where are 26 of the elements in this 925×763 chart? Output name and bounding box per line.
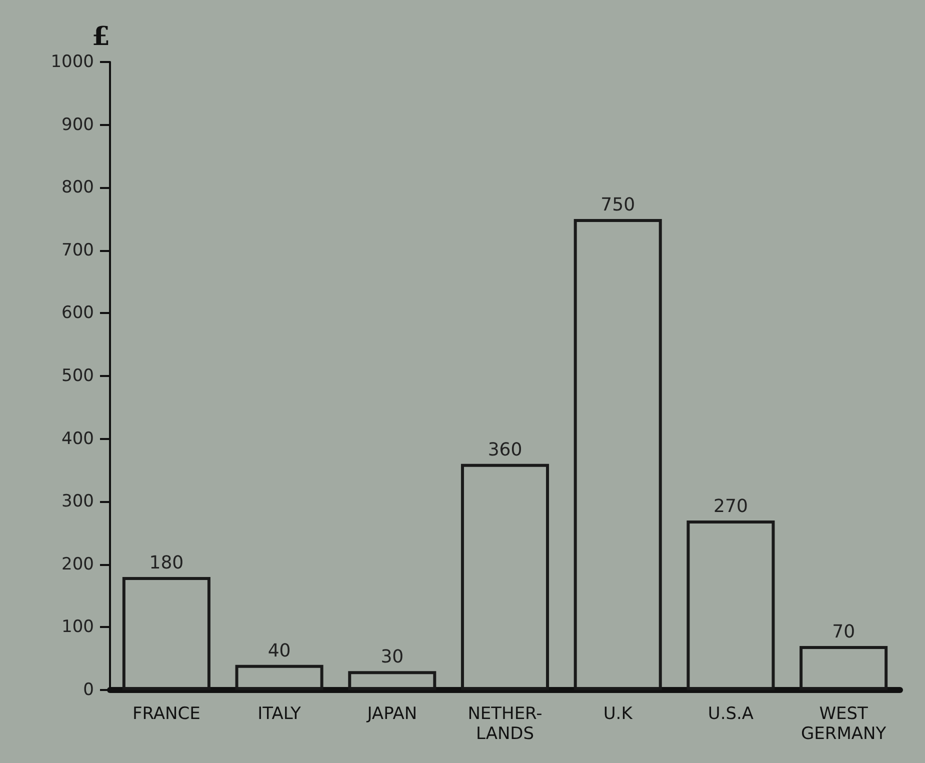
x-tick-label: U.K: [603, 704, 634, 724]
y-tick-label: 800: [62, 178, 94, 198]
x-tick-label: NETHER- LANDS: [468, 704, 542, 744]
y-tick-label: 0: [83, 680, 94, 700]
y-tick-label: 600: [62, 303, 94, 324]
y-axis-title: £: [92, 22, 110, 52]
data-label: 40: [268, 640, 291, 662]
y-tick-label: 900: [62, 114, 94, 135]
data-label: 70: [832, 622, 856, 643]
x-tick-label: JAPAN: [366, 704, 418, 724]
data-label: 30: [380, 646, 404, 668]
x-tick-label: U.S.A: [708, 704, 754, 724]
data-label: 180: [149, 552, 184, 574]
y-tick-label: 700: [62, 240, 94, 260]
y-tick-label: 300: [62, 492, 94, 512]
data-label: 270: [714, 496, 748, 517]
y-tick-label: 400: [62, 428, 94, 449]
data-label: 750: [600, 194, 636, 216]
y-tick-label: 500: [62, 366, 94, 386]
data-label: 360: [488, 439, 522, 460]
y-tick-label: 1000: [50, 52, 94, 72]
y-tick-label: 200: [62, 554, 94, 574]
x-tick-label: FRANCE: [132, 704, 200, 724]
y-tick-label: 100: [62, 617, 94, 638]
x-tick-label: WEST GERMANY: [801, 704, 887, 744]
x-tick-label: ITALY: [258, 704, 302, 724]
